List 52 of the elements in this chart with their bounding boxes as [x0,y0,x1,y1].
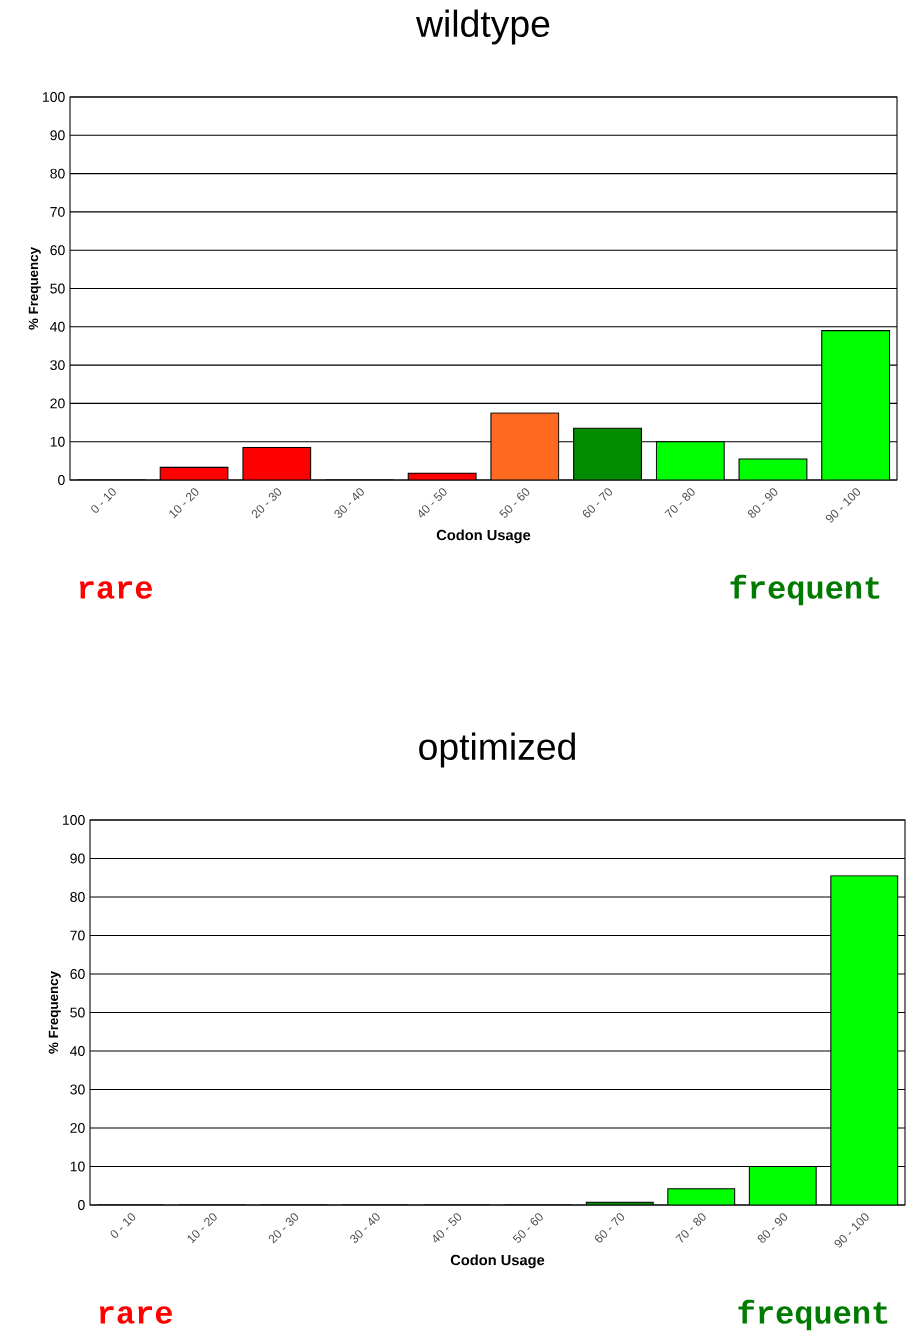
text: rare [79,581,152,599]
y-tick-label: 60 [50,245,65,256]
x-tick-label: 70 - 80 [664,488,695,518]
chart-title: optimized [419,732,575,768]
x-tick-label: 40 - 50 [433,1213,462,1243]
x-tick-label: 60 - 70 [595,1213,625,1243]
y-tick-label: 100 [43,92,65,102]
x-tick-label: 0 - 10 [91,488,116,513]
y-tick-label: 80 [70,892,85,902]
y-tick-label: 0 [78,1200,85,1210]
y-axis-title: % Frequency [48,971,61,1054]
x-tick-label: 20 - 30 [251,488,282,519]
x-tick-label: 50 - 60 [499,488,530,518]
x-tick-label: 80 - 90 [747,488,778,518]
y-tick-label: 0 [58,475,65,485]
y-tick-label: 30 [50,360,65,371]
x-tick-label: 20 - 30 [268,1213,299,1244]
y-tick-label: 50 [50,283,65,294]
x-tick-label: 90 - 100 [834,1213,869,1248]
y-tick-label: 50 [70,1007,85,1018]
y-tick-label: 10 [50,436,65,447]
text: frequent [738,1299,888,1331]
y-axis-title: % Frequency [28,247,41,330]
x-tick-label: 10 - 20 [187,1213,217,1244]
text: rare [99,1306,172,1324]
y-tick-label: 40 [70,1046,85,1056]
y-tick-label: 90 [70,853,85,864]
y-tick-label: 70 [50,206,65,217]
y-tick-label: 10 [70,1161,85,1172]
x-tick-label: 80 - 90 [757,1213,788,1243]
y-tick-label: 60 [70,969,85,979]
chart-title: wildtype [416,9,550,45]
y-tick-label: 20 [50,398,65,409]
x-tick-label: 0 - 10 [110,1213,136,1238]
x-tick-label: 90 - 100 [825,488,861,523]
x-tick-label: 70 - 80 [675,1213,706,1243]
y-tick-label: 20 [70,1123,85,1133]
text: frequent [730,574,880,606]
x-tick-label: 10 - 20 [169,488,199,519]
x-tick-label: 60 - 70 [582,488,612,518]
x-tick-label: 30 - 40 [334,488,364,518]
y-tick-label: 70 [70,930,85,941]
y-tick-label: 30 [70,1084,85,1095]
y-tick-label: 90 [50,130,65,141]
x-axis-title: Codon Usage [436,529,531,544]
y-tick-label: 40 [50,321,65,332]
x-axis-title: Codon Usage [450,1254,545,1269]
y-tick-label: 80 [50,168,65,179]
x-tick-label: 50 - 60 [512,1213,543,1243]
x-tick-label: 30 - 40 [350,1213,380,1243]
y-tick-label: 100 [63,815,85,825]
x-tick-label: 40 - 50 [418,488,447,518]
